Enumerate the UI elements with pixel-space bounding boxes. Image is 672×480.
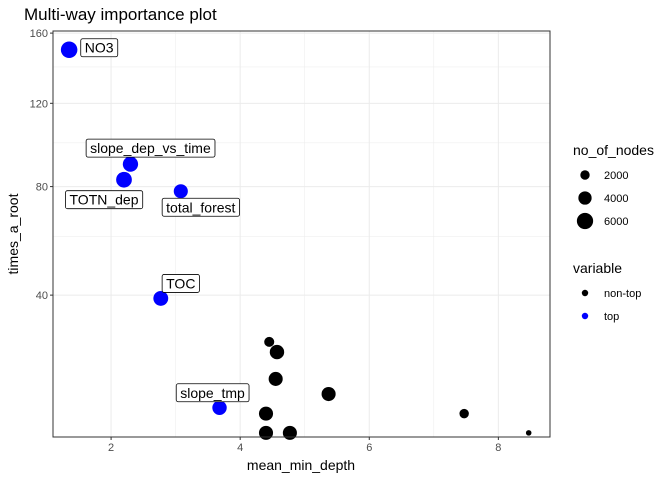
label-text: TOTN_dep: [70, 192, 139, 208]
legend: no_of_nodes 2000 4000 6000 variable non-to…: [573, 142, 654, 323]
panel-background: [53, 31, 550, 437]
legend-color-label: non-top: [604, 288, 641, 300]
label-text: slope_tmp: [180, 385, 245, 401]
point-label-slope-tmp: slope_tmp: [175, 383, 250, 403]
panel-border: [52, 30, 551, 438]
legend-color-key: [581, 312, 589, 320]
legend-size-key: [580, 170, 590, 180]
data-point-no3: [60, 41, 78, 59]
point-label-toc: TOC: [161, 274, 200, 293]
point-label-total-forest: total_forest: [161, 197, 240, 217]
grid-major: [53, 31, 550, 437]
legend-color-label: top: [604, 311, 619, 323]
data-point-toc: [153, 290, 169, 306]
x-axis-title: mean_min_depth: [247, 457, 355, 473]
y-axis-title: times_a_root: [5, 193, 21, 274]
legend-color-title: variable: [573, 260, 622, 276]
data-point-total-forest: [173, 184, 188, 199]
data-point-non-top-14: [525, 430, 532, 436]
point-label-totn-dep: TOTN_dep: [65, 190, 144, 210]
data-point-totn-dep: [116, 171, 132, 188]
label-text: total_forest: [166, 199, 235, 215]
chart-title: Multi-way importance plot: [24, 5, 217, 24]
x-tick-label: 4: [237, 442, 243, 454]
x-tick-label: 6: [366, 442, 372, 454]
y-axis: 40 80 120 160: [30, 28, 53, 302]
label-text: NO3: [85, 40, 114, 56]
point-label-slope-dep-vs-time: slope_dep_vs_time: [85, 138, 216, 158]
data-point-non-top-11: [459, 408, 469, 419]
label-box: [85, 138, 216, 158]
data-point-slope-dep-vs-time: [122, 156, 139, 172]
data-point-slope-tmp: [212, 400, 227, 415]
data-point-non-top-8: [268, 371, 283, 386]
points-layer: [60, 41, 532, 440]
label-box: [80, 38, 119, 58]
legend-size-key: [578, 191, 592, 205]
label-text: slope_dep_vs_time: [90, 140, 211, 156]
data-point-non-top-9: [321, 386, 336, 402]
y-tick-label: 160: [30, 28, 48, 40]
data-point-non-top-6: [264, 336, 275, 347]
data-point-non-top-12: [258, 425, 274, 440]
y-tick-label: 80: [36, 182, 48, 194]
label-box: [161, 274, 200, 293]
legend-size-key: [576, 212, 594, 230]
data-point-non-top-13: [282, 425, 297, 440]
data-point-non-top-10: [258, 406, 274, 421]
y-tick-label: 120: [30, 98, 48, 110]
legend-size-label: 4000: [604, 193, 628, 205]
label-box: [161, 197, 240, 217]
label-box: [175, 383, 250, 403]
data-point-non-top-7: [269, 344, 285, 360]
x-tick-label: 2: [108, 442, 114, 454]
label-box: [65, 190, 144, 210]
legend-size-label: 6000: [604, 216, 628, 228]
point-label-no3: NO3: [80, 38, 119, 58]
y-tick-label: 40: [36, 290, 48, 302]
legend-color-entries: non-top top: [581, 288, 641, 323]
plot-panel: NO3 slope_dep_vs_time TOTN_dep total_forest…: [52, 30, 551, 440]
point-labels-layer: NO3 slope_dep_vs_time TOTN_dep total_forest…: [65, 38, 250, 403]
legend-color-key: [581, 289, 589, 297]
x-axis: 2 4 6 8: [108, 437, 501, 454]
legend-size-entries: 2000 4000 6000: [576, 170, 628, 230]
legend-size-title: no_of_nodes: [573, 142, 654, 158]
x-tick-label: 8: [495, 442, 501, 454]
legend-size-label: 2000: [604, 170, 628, 182]
label-text: TOC: [166, 275, 195, 291]
